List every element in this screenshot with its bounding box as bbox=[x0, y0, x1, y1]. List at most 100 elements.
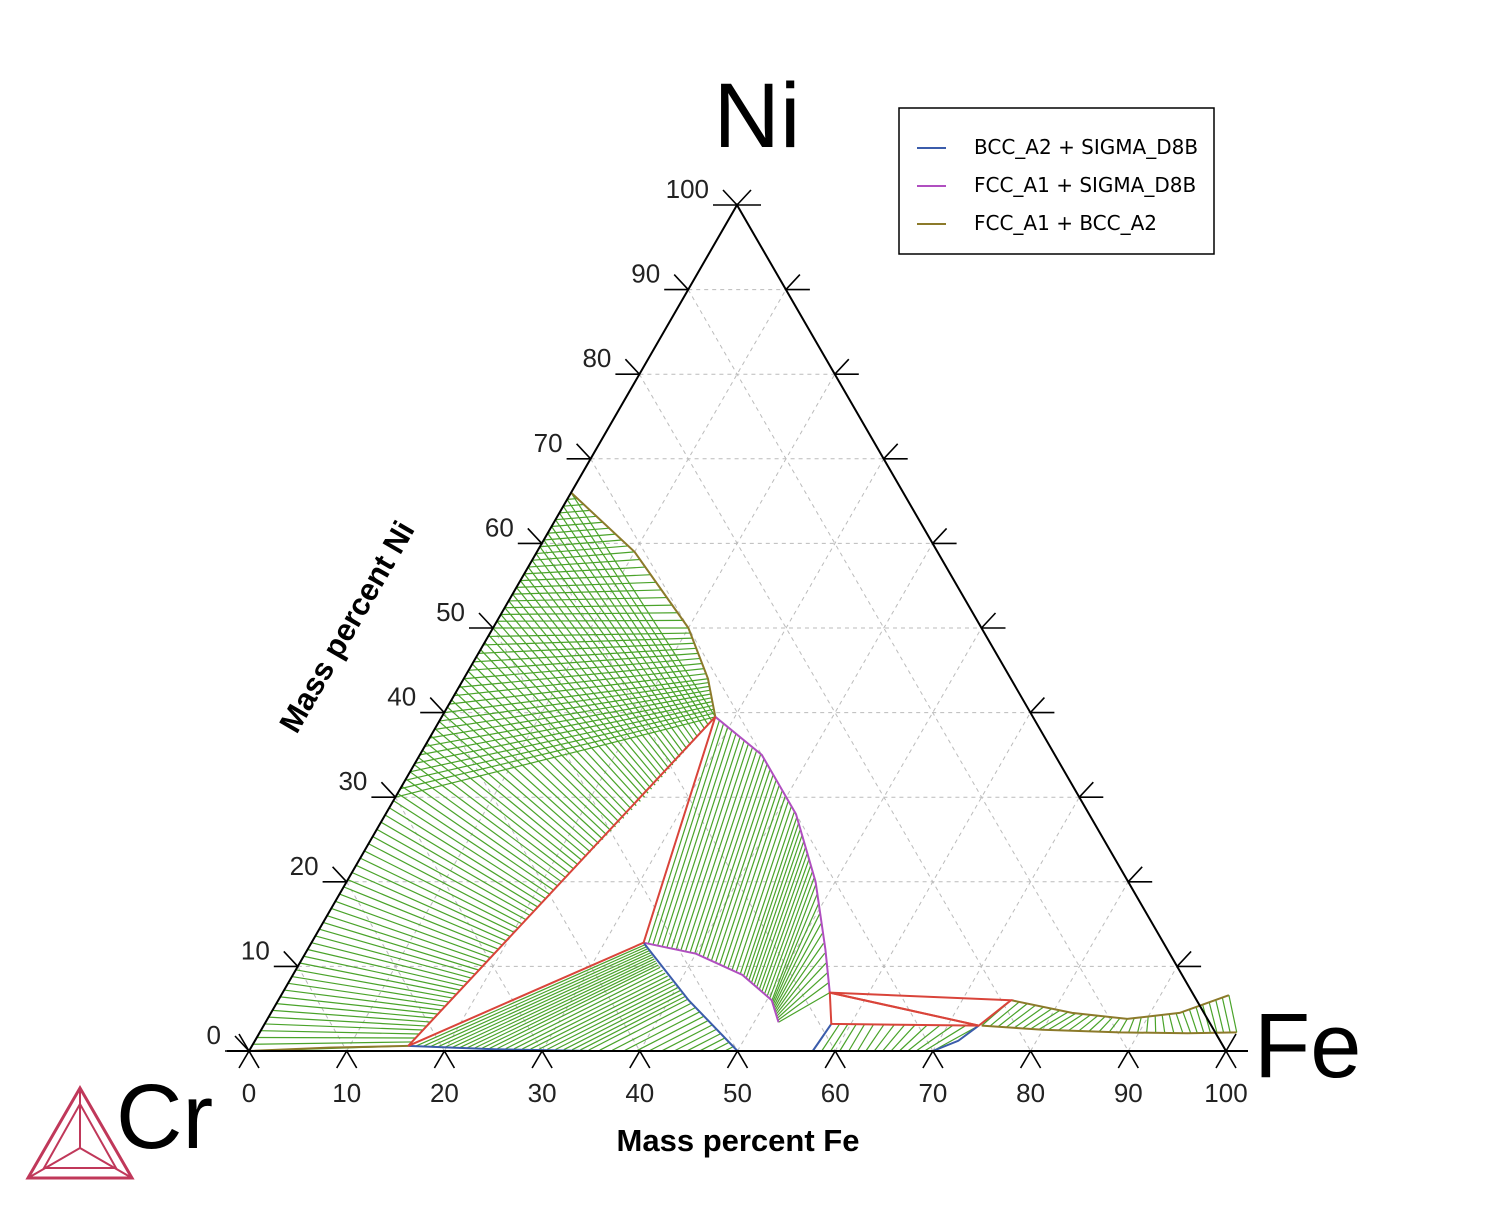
thermo-calc-logo bbox=[25, 1085, 135, 1180]
tie-line bbox=[588, 998, 689, 1051]
tie-line bbox=[397, 792, 551, 895]
tie-line bbox=[563, 990, 681, 1051]
tie-line bbox=[750, 834, 803, 983]
boundary-3 bbox=[643, 941, 780, 1023]
tie-line bbox=[848, 1023, 866, 1052]
legend-label-bcc-sigma: BCC_A2 + SIGMA_D8B bbox=[974, 135, 1198, 159]
tie-line bbox=[264, 1023, 424, 1031]
tie-line bbox=[343, 886, 500, 951]
tie-line bbox=[512, 593, 663, 778]
bottom-tick-mark bbox=[1029, 1050, 1042, 1069]
bottom-tick-label: 0 bbox=[242, 1078, 256, 1108]
bottom-tick-mark bbox=[922, 1050, 934, 1069]
tie-line bbox=[474, 960, 656, 1049]
tie-line bbox=[455, 692, 608, 836]
tie-line bbox=[932, 1025, 980, 1052]
tie-line bbox=[539, 539, 622, 548]
tie-line bbox=[624, 1011, 701, 1051]
tie-line bbox=[339, 893, 496, 955]
tie-line bbox=[567, 497, 578, 501]
tie-line bbox=[821, 1023, 841, 1052]
tie-line bbox=[459, 685, 612, 832]
tie-line bbox=[380, 821, 535, 912]
tie-line bbox=[438, 721, 591, 853]
tie-line bbox=[287, 982, 446, 1007]
tie-line bbox=[315, 935, 473, 979]
tie-line bbox=[347, 879, 504, 946]
tie-line bbox=[513, 972, 666, 1050]
tie-line bbox=[424, 693, 712, 748]
grid-line-cr-90 bbox=[297, 966, 348, 1052]
tie-line bbox=[739, 811, 796, 975]
tie-line bbox=[409, 771, 562, 883]
tie-line bbox=[649, 1020, 709, 1052]
tie-line bbox=[323, 921, 480, 971]
tie-line bbox=[272, 1009, 431, 1023]
corner-label-fe: Fe bbox=[1254, 995, 1361, 1097]
tie-line bbox=[580, 995, 686, 1051]
tie-line bbox=[504, 604, 673, 609]
tie-line bbox=[303, 955, 462, 991]
vertex-mark bbox=[248, 1033, 260, 1052]
tie-line bbox=[430, 735, 583, 862]
tie-line bbox=[771, 893, 818, 1003]
tie-line bbox=[467, 670, 621, 824]
tie-line bbox=[1137, 1017, 1142, 1033]
tie-line bbox=[519, 580, 670, 770]
tie-line bbox=[758, 853, 808, 990]
tie-line bbox=[453, 668, 705, 697]
tie-region-fcc-sigma bbox=[643, 716, 831, 1023]
tie-line bbox=[524, 566, 646, 575]
left-tick-mark bbox=[380, 781, 396, 798]
tie-line bbox=[505, 969, 663, 1050]
tie-region-fcc-bcc-upper bbox=[395, 497, 716, 798]
bottom-tick-mark bbox=[629, 1050, 641, 1069]
bottom-tick-mark bbox=[541, 1050, 553, 1069]
tie-line bbox=[873, 1023, 896, 1052]
tie-line bbox=[512, 589, 662, 595]
tie-line bbox=[774, 943, 824, 1013]
tie-line bbox=[706, 769, 771, 960]
right-tick-mark bbox=[883, 443, 899, 460]
tie-line bbox=[547, 527, 610, 534]
tie-line bbox=[260, 1030, 420, 1035]
left-tick-label: 10 bbox=[241, 935, 270, 965]
tie-line bbox=[445, 952, 651, 1048]
tie-line bbox=[727, 795, 786, 969]
tie-line bbox=[311, 942, 469, 983]
bottom-tick-label: 60 bbox=[821, 1078, 850, 1108]
bottom-tick-label: 10 bbox=[332, 1078, 361, 1108]
tie-line bbox=[351, 871, 508, 942]
tie-line bbox=[699, 1037, 726, 1052]
tie-line bbox=[335, 900, 492, 959]
tie-line bbox=[434, 728, 587, 857]
tie-line bbox=[500, 612, 678, 616]
left-tick-mark bbox=[478, 612, 494, 629]
tie-line bbox=[483, 637, 693, 646]
tie-line bbox=[1068, 1014, 1091, 1032]
tie-line bbox=[1215, 999, 1225, 1033]
grid-line-cr-30 bbox=[590, 458, 934, 1052]
tie-line bbox=[355, 864, 512, 938]
tie-line bbox=[360, 857, 515, 934]
grid-line-fe-90 bbox=[1127, 966, 1178, 1052]
left-tick-mark bbox=[722, 189, 738, 206]
left-tick-label: 50 bbox=[436, 597, 465, 627]
bottom-tick-mark bbox=[824, 1050, 836, 1069]
left-tick-label: 90 bbox=[631, 259, 660, 289]
tie-line bbox=[430, 948, 648, 1048]
tie-line bbox=[997, 1003, 1028, 1028]
tie-line bbox=[1208, 1002, 1218, 1033]
tie-line bbox=[1108, 1017, 1121, 1033]
tie-line bbox=[555, 987, 678, 1051]
left-tick-mark bbox=[283, 950, 299, 967]
tie-line bbox=[452, 954, 652, 1048]
tie-line bbox=[376, 828, 531, 917]
ticks: 0 10 20 30 40 50 60 70 80 90 100 0 10 20 30 40 50 60 70 80 9… bbox=[207, 174, 1248, 1108]
tie-line bbox=[538, 981, 673, 1050]
three-phase-triangles bbox=[407, 716, 1014, 1047]
tie-line bbox=[657, 726, 729, 946]
tie-line bbox=[364, 850, 519, 929]
left-tick-mark bbox=[332, 866, 348, 883]
boundary-9 bbox=[1010, 994, 1230, 1020]
